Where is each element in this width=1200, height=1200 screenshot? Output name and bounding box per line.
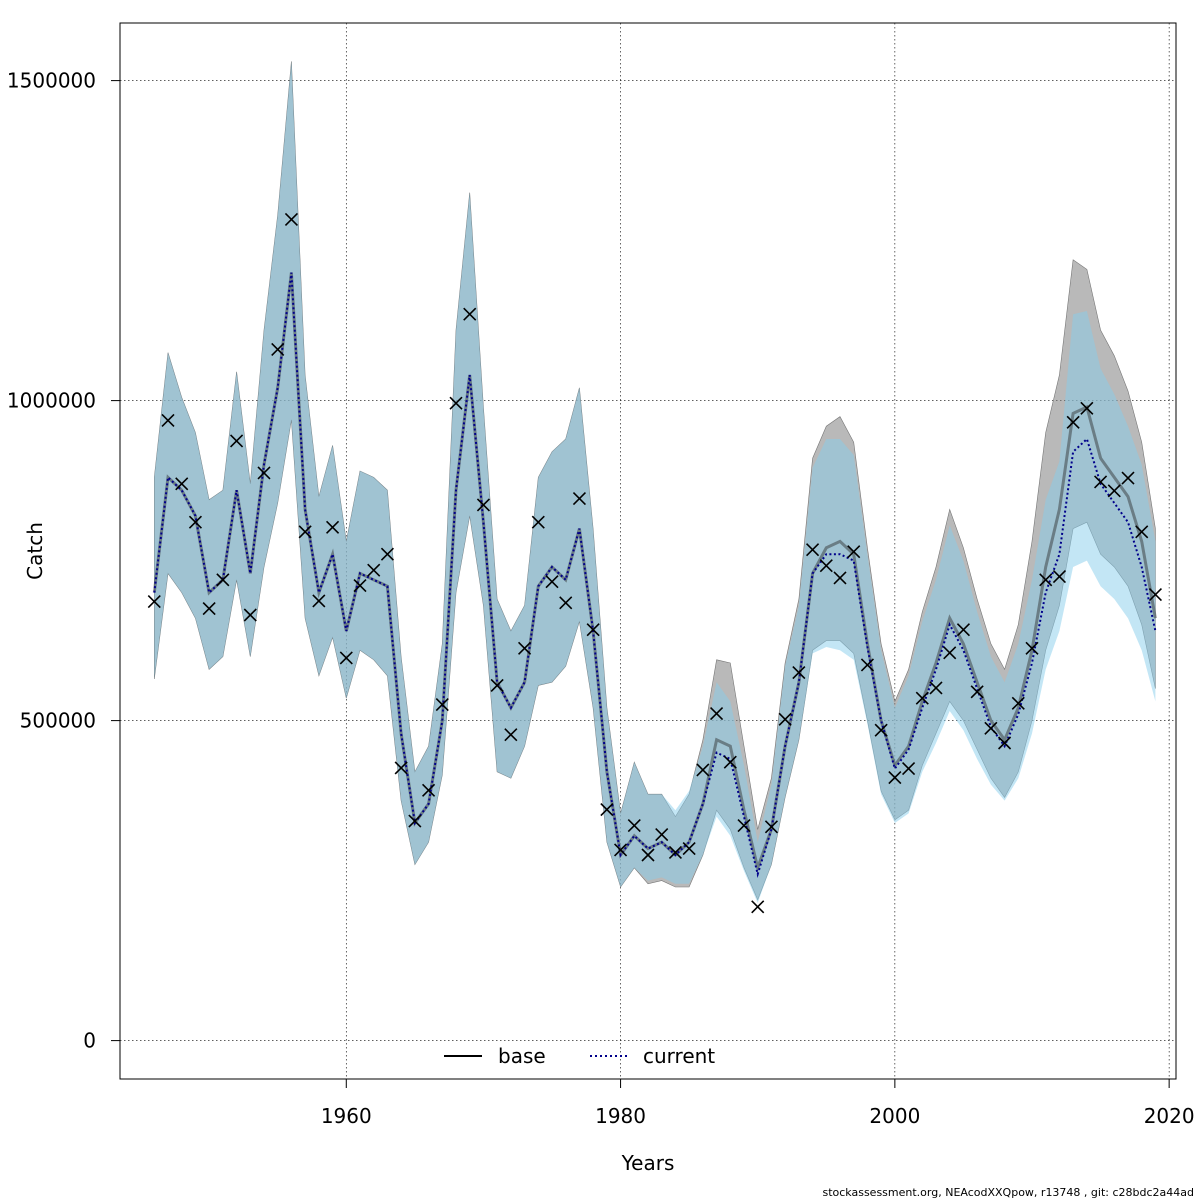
observed-catch-point — [888, 770, 902, 785]
y-tick-label: 1500000 — [7, 69, 96, 93]
observed-catch-point — [504, 728, 518, 742]
observed-catch-point — [1011, 696, 1025, 710]
y-tick-label: 0 — [83, 1029, 96, 1053]
observed-catch-point — [243, 608, 257, 622]
observed-catch-point — [668, 845, 682, 860]
observed-catch-point — [326, 520, 340, 534]
current-confidence-band — [154, 61, 1156, 903]
observed-catch-point — [284, 212, 298, 227]
observed-catch-point — [230, 434, 244, 448]
observed-catch-point — [860, 658, 874, 672]
confidence-bands — [154, 61, 1156, 903]
observed-catch-point — [216, 573, 230, 587]
observed-catch-point — [627, 818, 641, 833]
observed-catch-point — [819, 559, 833, 573]
observed-catch-point — [298, 525, 312, 539]
observed-catch-point — [312, 594, 326, 608]
observed-catch-point — [476, 498, 490, 512]
observed-catch-point — [339, 651, 353, 665]
observed-catch-point — [408, 814, 422, 828]
observed-catch-point — [422, 783, 436, 797]
observed-catch-point — [970, 685, 984, 699]
observed-catch-point — [380, 547, 394, 561]
y-axis: 0 500000 1000000 1500000 — [7, 69, 120, 1053]
observed-catch-point — [518, 641, 532, 655]
x-tick-label: 2020 — [1144, 1104, 1195, 1128]
observed-catch-point — [600, 802, 614, 817]
observed-catch-point — [1148, 587, 1162, 602]
observed-catch-point — [394, 761, 408, 775]
observed-catch-point — [614, 843, 628, 857]
observed-catch-point — [1025, 641, 1039, 655]
observed-catch-point — [586, 623, 600, 637]
observed-catch-point — [202, 602, 216, 616]
current-estimate-line — [153, 272, 1157, 879]
y-axis-title: Catch — [23, 522, 47, 580]
observed-catch-point — [902, 762, 916, 776]
observed-catch-point — [737, 818, 751, 833]
observed-catch-point — [1107, 484, 1121, 498]
observed-catch-point — [874, 723, 888, 737]
observed-catch-point — [490, 678, 504, 692]
observed-catch-point — [655, 827, 669, 842]
observed-catch-point — [956, 623, 970, 637]
legend: base current — [444, 1044, 715, 1068]
y-tick-label: 1000000 — [7, 389, 96, 413]
observed-catch-point — [572, 491, 586, 506]
observed-catch-point — [1135, 525, 1149, 539]
observed-catch-point — [778, 712, 792, 726]
observed-catch-point — [463, 307, 477, 321]
observed-catch-point — [792, 666, 806, 680]
observed-catch-point — [147, 594, 161, 609]
observed-catch-point — [751, 900, 765, 914]
y-tick-label: 500000 — [20, 709, 96, 733]
observed-catch-point — [806, 543, 820, 557]
observed-catch-point — [449, 396, 463, 410]
observed-catch-point — [1080, 401, 1094, 415]
observed-catch-point — [998, 736, 1012, 750]
observed-catch-point — [984, 721, 998, 735]
observed-catch-point — [929, 681, 943, 695]
observed-catch-point — [696, 763, 710, 777]
observed-catch-point — [188, 515, 202, 529]
observed-catch-point — [367, 563, 381, 577]
observed-catch-point — [723, 755, 737, 769]
observed-catch-point — [559, 596, 573, 610]
observed-catch-point — [435, 698, 449, 712]
x-tick-label: 2000 — [869, 1104, 920, 1128]
observed-catch-point — [847, 545, 861, 559]
observed-catch-point — [353, 578, 367, 593]
observed-catch-point — [161, 413, 175, 428]
x-axis-title: Years — [621, 1151, 675, 1175]
x-axis: 1960 1980 2000 2020 — [321, 1078, 1195, 1128]
footer-credit: stockassessment.org, NEAcodXXQpow, r1374… — [822, 1186, 1194, 1199]
observed-points — [147, 212, 1162, 914]
observed-catch-point — [943, 646, 957, 660]
observed-catch-point — [531, 515, 545, 529]
series-lines — [152, 272, 1157, 879]
observed-catch-point — [1094, 475, 1108, 489]
observed-catch-point — [1039, 573, 1053, 587]
legend-current-label: current — [643, 1044, 715, 1068]
observed-catch-point — [764, 820, 778, 834]
x-tick-label: 1960 — [321, 1104, 372, 1128]
observed-catch-point — [175, 477, 189, 491]
observed-catch-point — [257, 466, 271, 480]
x-tick-label: 1980 — [595, 1104, 646, 1128]
observed-catch-point — [545, 575, 559, 589]
observed-catch-point — [682, 842, 696, 856]
legend-base-label: base — [498, 1044, 546, 1068]
observed-catch-point — [1066, 415, 1080, 429]
observed-catch-point — [641, 848, 655, 862]
observed-catch-point — [1052, 570, 1066, 584]
observed-catch-point — [915, 691, 929, 705]
observed-catch-point — [271, 342, 285, 356]
observed-catch-point — [833, 571, 847, 585]
observed-catch-point — [1121, 471, 1135, 485]
observed-catch-point — [710, 706, 724, 721]
